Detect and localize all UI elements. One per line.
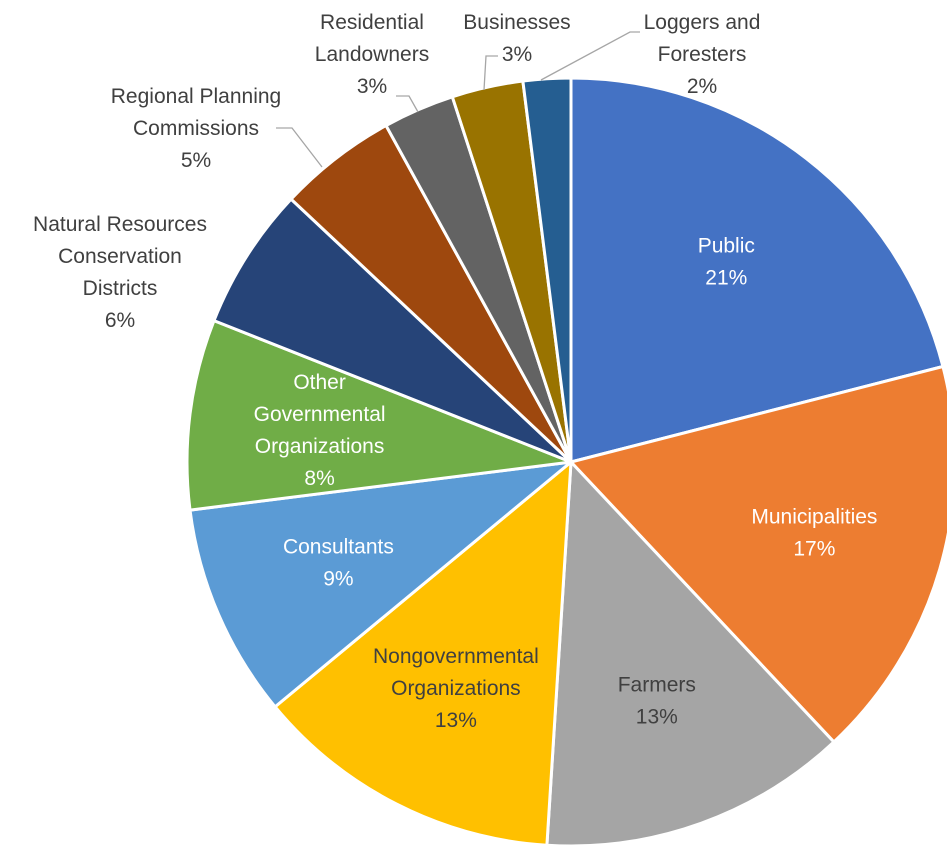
slice-label-1: Public 21% <box>698 235 755 290</box>
slice-category-label: Businesses <box>463 11 570 34</box>
slice-category-label: Natural Resources <box>33 213 207 236</box>
slice-value-label: 5% <box>181 149 211 172</box>
slice-category-label: Conservation <box>58 245 182 268</box>
leader-line-8 <box>276 127 323 168</box>
pie-slice-3 <box>545 460 836 848</box>
slice-category-label: Municipalities <box>751 506 877 529</box>
slice-label-9: Residential Landowners 3% <box>315 11 429 98</box>
pie-slice-5 <box>188 460 573 709</box>
slice-label-2: Municipalities 17% <box>751 506 877 561</box>
slice-label-6: Other Governmental Organizations 8% <box>254 371 386 490</box>
slice-label-11: Loggers and Foresters 2% <box>644 11 761 98</box>
slice-category-label: Residential <box>320 11 424 34</box>
slice-category-label: Districts <box>83 277 158 300</box>
slice-category-label: Consultants <box>283 536 394 559</box>
slice-category-label: Regional Planning <box>111 85 281 108</box>
slice-value-label: 21% <box>705 267 747 290</box>
slice-value-label: 2% <box>687 75 717 98</box>
slice-category-label: Other <box>293 371 346 394</box>
slice-category-label: Loggers and <box>644 11 761 34</box>
pie-slices <box>185 76 947 848</box>
slice-category-label: Landowners <box>315 43 429 66</box>
slice-value-label: 13% <box>435 709 477 732</box>
slice-value-label: 6% <box>105 309 135 332</box>
slice-category-label: Foresters <box>658 43 747 66</box>
slice-value-label: 3% <box>357 75 387 98</box>
slice-label-7: Natural Resources Conservation Districts 6% <box>33 213 207 332</box>
slice-value-label: 17% <box>793 538 835 561</box>
slice-value-label: 8% <box>304 467 334 490</box>
slice-category-label: Commissions <box>133 117 259 140</box>
slice-label-10: Businesses 3% <box>463 11 570 66</box>
slice-label-3: Farmers 13% <box>618 674 696 729</box>
slice-category-label: Governmental <box>254 403 386 426</box>
leader-line-11 <box>540 31 640 81</box>
slice-label-8: Regional Planning Commissions 5% <box>111 85 281 172</box>
pie-slice-6 <box>185 319 573 512</box>
pie-slice-4 <box>273 460 573 847</box>
slice-category-label: Nongovernmental <box>373 645 539 668</box>
pie-slice-7 <box>212 197 573 464</box>
slice-label-5: Consultants 9% <box>283 536 394 591</box>
pie-labels: Public 21%Municipalities 17%Farmers 13%Nong… <box>33 11 877 732</box>
slice-category-label: Organizations <box>391 677 521 700</box>
slice-category-label: Organizations <box>255 435 385 458</box>
pie-slice-2 <box>569 365 947 744</box>
slice-label-4: Nongovernmental Organizations 13% <box>373 645 539 732</box>
leader-line-9 <box>396 95 419 113</box>
slice-value-label: 3% <box>502 43 532 66</box>
slice-category-label: Farmers <box>618 674 696 697</box>
slice-value-label: 9% <box>323 568 353 591</box>
pie-slice-11 <box>521 76 573 464</box>
slice-category-label: Public <box>698 235 755 258</box>
slice-value-label: 13% <box>636 706 678 729</box>
pie-slice-1 <box>569 76 945 464</box>
leader-line-10 <box>483 55 498 91</box>
